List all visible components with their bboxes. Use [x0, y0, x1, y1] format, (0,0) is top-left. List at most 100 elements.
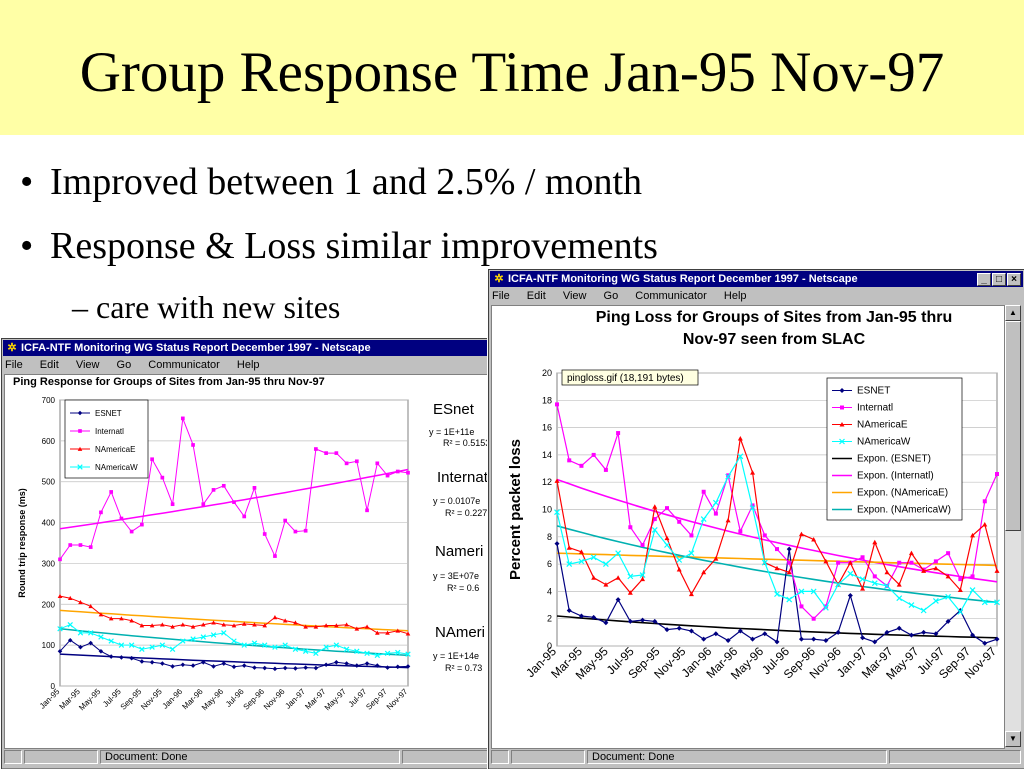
- data-point: [313, 624, 319, 629]
- y-axis-label: Percent packet loss: [507, 439, 524, 580]
- security-icon[interactable]: [4, 750, 22, 764]
- data-point: [762, 631, 768, 637]
- data-point: [946, 551, 951, 556]
- data-point: [640, 542, 645, 547]
- data-point: [774, 639, 780, 645]
- data-point: [364, 624, 370, 629]
- data-point: [970, 574, 975, 579]
- data-point: [88, 604, 94, 609]
- menubar: File Edit View Go Communicator Help: [492, 288, 761, 304]
- menu-file[interactable]: File: [5, 359, 23, 371]
- data-point: [344, 461, 349, 466]
- data-point: [713, 556, 719, 561]
- data-point: [920, 607, 927, 614]
- data-point: [847, 592, 853, 598]
- legend-marker: [78, 429, 82, 433]
- data-point: [405, 664, 411, 669]
- vertical-scrollbar[interactable]: ▲ ▼: [1005, 305, 1021, 747]
- data-point: [385, 473, 390, 478]
- legend-entry: NAmericaE: [857, 420, 908, 431]
- legend-entry: Internatl: [857, 403, 893, 414]
- data-point: [200, 660, 206, 665]
- data-point: [579, 463, 584, 468]
- data-point: [200, 622, 206, 627]
- data-point: [88, 545, 93, 549]
- minimize-button[interactable]: _: [977, 273, 991, 286]
- data-point: [872, 639, 878, 645]
- maximize-button[interactable]: □: [992, 273, 1006, 286]
- data-point: [140, 522, 144, 527]
- data-point: [395, 649, 401, 656]
- data-point: [221, 622, 227, 627]
- data-point: [701, 569, 707, 575]
- data-point: [364, 650, 370, 657]
- component-bar[interactable]: [889, 750, 1021, 764]
- data-point: [665, 506, 669, 511]
- status-bar: Document: Done: [4, 750, 488, 766]
- trend-line: [556, 525, 998, 604]
- component-bar[interactable]: [402, 750, 488, 764]
- scroll-thumb[interactable]: [1005, 321, 1021, 531]
- data-point: [374, 630, 380, 635]
- data-point: [761, 559, 768, 566]
- data-point: [68, 543, 73, 547]
- data-point: [995, 472, 999, 477]
- legend-marker: [839, 438, 845, 445]
- y-tick-label: 2: [547, 614, 552, 624]
- menu-help[interactable]: Help: [723, 290, 747, 302]
- data-point: [688, 628, 694, 634]
- data-point: [87, 630, 94, 636]
- window-titlebar[interactable]: ✲ ICFA-NTF Monitoring WG Status Report D…: [3, 340, 489, 356]
- data-point: [713, 631, 719, 637]
- trend-line: [59, 628, 409, 657]
- menu-help[interactable]: Help: [236, 359, 260, 371]
- menu-edit[interactable]: Edit: [39, 359, 59, 371]
- data-point: [160, 622, 165, 627]
- x-tick-label: Nov-97: [385, 687, 410, 712]
- menu-file[interactable]: File: [492, 290, 510, 302]
- window-titlebar[interactable]: ✲ ICFA-NTF Monitoring WG Status Report D…: [490, 271, 1023, 287]
- data-point: [554, 478, 560, 483]
- netscape-icon: ✲: [494, 273, 504, 285]
- data-point: [365, 508, 369, 513]
- data-point: [77, 630, 84, 636]
- data-point: [957, 608, 964, 615]
- scroll-down-button[interactable]: ▼: [1005, 731, 1021, 747]
- data-point: [872, 574, 877, 579]
- menu-edit[interactable]: Edit: [526, 290, 546, 302]
- data-point: [251, 640, 258, 646]
- menu-go[interactable]: Go: [116, 359, 132, 371]
- menu-go[interactable]: Go: [603, 290, 619, 302]
- data-point: [282, 618, 288, 623]
- close-button[interactable]: ×: [1007, 273, 1021, 286]
- x-tick-label: Jan-97: [283, 687, 307, 711]
- legend-box: [826, 377, 963, 521]
- data-point: [982, 522, 988, 527]
- legend-marker: [840, 405, 844, 410]
- data-point: [798, 588, 805, 595]
- data-point: [738, 529, 743, 534]
- data-point: [932, 598, 939, 604]
- data-point: [180, 638, 186, 644]
- data-point: [810, 588, 817, 595]
- y-tick-label: 200: [42, 600, 56, 609]
- data-point: [847, 560, 853, 565]
- data-point: [786, 546, 792, 552]
- x-tick-label: Sep-97: [364, 687, 389, 712]
- bullet-text: Improved between 1 and 2.5% / month: [50, 161, 643, 203]
- menu-view[interactable]: View: [75, 359, 100, 371]
- menu-communicator[interactable]: Communicator: [148, 359, 220, 371]
- data-point: [664, 627, 670, 633]
- y-tick-label: 400: [42, 519, 56, 528]
- scroll-up-button[interactable]: ▲: [1005, 305, 1021, 321]
- menu-view[interactable]: View: [562, 290, 587, 302]
- data-point: [313, 665, 319, 671]
- data-point: [333, 642, 340, 648]
- menu-communicator[interactable]: Communicator: [635, 290, 707, 302]
- data-point: [344, 622, 349, 627]
- data-point: [774, 591, 780, 598]
- data-point: [725, 517, 731, 523]
- data-point: [395, 469, 400, 474]
- y-tick-label: 18: [542, 395, 552, 405]
- security-icon[interactable]: [491, 750, 509, 764]
